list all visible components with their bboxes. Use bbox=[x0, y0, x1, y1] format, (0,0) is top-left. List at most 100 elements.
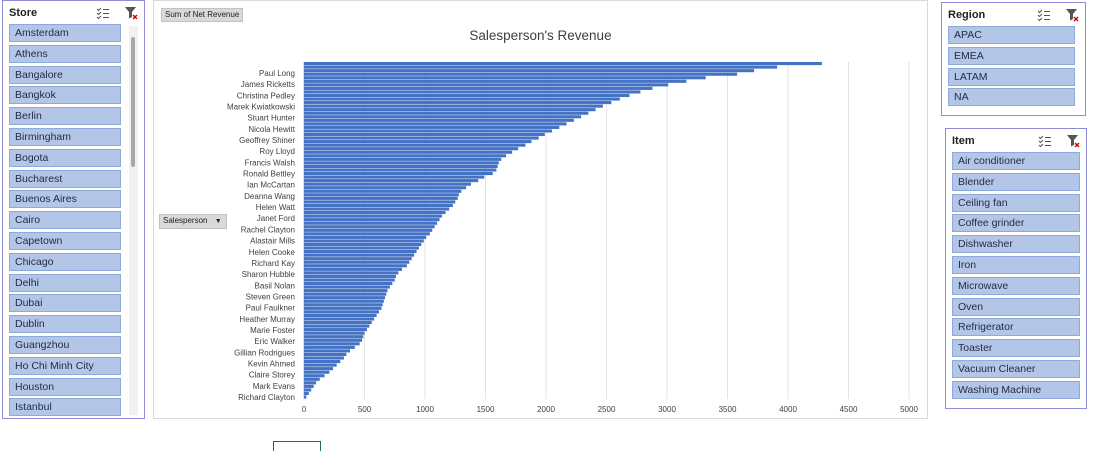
bar[interactable] bbox=[304, 370, 330, 374]
item-slicer-item[interactable]: Oven bbox=[952, 297, 1080, 316]
store-slicer-item[interactable]: Buenos Aires bbox=[9, 190, 121, 209]
bar[interactable] bbox=[304, 296, 386, 300]
bar[interactable] bbox=[304, 264, 407, 268]
dropdown-arrow-icon[interactable]: ▼ bbox=[214, 218, 222, 225]
bar[interactable] bbox=[304, 83, 669, 87]
bar[interactable] bbox=[304, 72, 738, 76]
multi-select-icon[interactable] bbox=[1038, 134, 1052, 148]
bar[interactable] bbox=[304, 388, 312, 392]
store-slicer-item[interactable]: Bangalore bbox=[9, 65, 121, 84]
store-slicer-item[interactable]: Houston bbox=[9, 377, 121, 396]
item-slicer-item[interactable]: Refrigerator bbox=[952, 318, 1080, 337]
bar[interactable] bbox=[304, 143, 526, 147]
bar[interactable] bbox=[304, 157, 502, 161]
bar[interactable] bbox=[304, 395, 307, 399]
bar[interactable] bbox=[304, 232, 430, 236]
bar[interactable] bbox=[304, 391, 309, 396]
bar[interactable] bbox=[304, 207, 450, 211]
bar[interactable] bbox=[304, 285, 390, 289]
bar[interactable] bbox=[304, 317, 375, 321]
store-slicer-item[interactable]: Chicago bbox=[9, 252, 121, 271]
salesperson-field-button[interactable]: Salesperson ▼ bbox=[159, 214, 227, 229]
bar[interactable] bbox=[304, 331, 365, 335]
store-slicer-item[interactable]: Capetown bbox=[9, 232, 121, 250]
item-slicer-item[interactable]: Air conditioner bbox=[952, 152, 1080, 170]
bar[interactable] bbox=[304, 306, 382, 310]
bar[interactable] bbox=[304, 104, 603, 108]
bar[interactable] bbox=[304, 225, 435, 229]
item-slicer-item[interactable]: Dishwasher bbox=[952, 235, 1080, 254]
bar[interactable] bbox=[304, 303, 383, 307]
store-slicer-item[interactable]: Dubai bbox=[9, 294, 121, 313]
item-slicer-item[interactable]: Toaster bbox=[952, 339, 1080, 358]
store-slicer-item[interactable]: Istanbul bbox=[9, 398, 121, 417]
bar[interactable] bbox=[304, 271, 399, 275]
store-slicer-item[interactable]: Bogota bbox=[9, 148, 121, 167]
bar[interactable] bbox=[304, 374, 325, 378]
store-slicer-item[interactable]: Delhi bbox=[9, 273, 121, 292]
selected-cell[interactable] bbox=[273, 441, 321, 451]
store-slicer-item[interactable]: Ho Chi Minh City bbox=[9, 356, 121, 375]
bar[interactable] bbox=[304, 122, 567, 126]
item-slicer-item[interactable]: Iron bbox=[952, 256, 1080, 274]
bar[interactable] bbox=[304, 235, 427, 239]
clear-filter-icon[interactable] bbox=[1066, 134, 1080, 148]
item-slicer-item[interactable]: Washing Machine bbox=[952, 380, 1080, 399]
bar[interactable] bbox=[304, 193, 459, 197]
bar[interactable] bbox=[304, 367, 334, 371]
bar[interactable] bbox=[304, 250, 417, 254]
region-slicer-item[interactable]: NA bbox=[948, 88, 1075, 107]
bar[interactable] bbox=[304, 377, 320, 381]
bar[interactable] bbox=[304, 345, 355, 349]
bar[interactable] bbox=[304, 356, 344, 360]
bar[interactable] bbox=[304, 352, 347, 356]
bar[interactable] bbox=[304, 299, 384, 303]
bar[interactable] bbox=[304, 335, 364, 339]
region-slicer-item[interactable]: APAC bbox=[948, 26, 1075, 44]
store-slicer-item[interactable]: Dublin bbox=[9, 315, 121, 334]
bar[interactable] bbox=[304, 289, 388, 293]
bar[interactable] bbox=[304, 108, 596, 112]
bar[interactable] bbox=[304, 267, 403, 271]
bar[interactable] bbox=[304, 274, 396, 278]
region-slicer-item[interactable]: LATAM bbox=[948, 67, 1075, 86]
bar[interactable] bbox=[304, 328, 367, 332]
bar[interactable] bbox=[304, 62, 822, 66]
bar[interactable] bbox=[304, 349, 350, 353]
bar[interactable] bbox=[304, 246, 419, 250]
bar[interactable] bbox=[304, 76, 706, 80]
bar[interactable] bbox=[304, 111, 589, 115]
bar[interactable] bbox=[304, 228, 433, 232]
bar[interactable] bbox=[304, 161, 499, 165]
bar[interactable] bbox=[304, 150, 513, 154]
clear-filter-icon[interactable] bbox=[124, 6, 138, 20]
item-slicer-item[interactable]: Microwave bbox=[952, 276, 1080, 295]
bar[interactable] bbox=[304, 147, 519, 151]
bar[interactable] bbox=[304, 118, 574, 122]
store-slicer-item[interactable]: Birmingham bbox=[9, 128, 121, 146]
bar[interactable] bbox=[304, 203, 453, 208]
bar[interactable] bbox=[304, 242, 422, 247]
store-slicer-item[interactable]: Cairo bbox=[9, 211, 121, 230]
store-slicer-scrollbar[interactable] bbox=[129, 26, 138, 415]
bar[interactable] bbox=[304, 196, 458, 200]
bar[interactable] bbox=[304, 363, 337, 367]
bar[interactable] bbox=[304, 164, 498, 168]
bar[interactable] bbox=[304, 221, 438, 225]
region-slicer-item[interactable]: EMEA bbox=[948, 46, 1075, 65]
bar[interactable] bbox=[304, 278, 395, 282]
store-slicer-item[interactable]: Bangkok bbox=[9, 86, 121, 105]
bar[interactable] bbox=[304, 154, 507, 158]
bar[interactable] bbox=[304, 214, 442, 218]
bar[interactable] bbox=[304, 171, 493, 176]
bar[interactable] bbox=[304, 253, 415, 257]
bar[interactable] bbox=[304, 281, 393, 286]
bar[interactable] bbox=[304, 182, 471, 186]
bar[interactable] bbox=[304, 313, 377, 317]
bar[interactable] bbox=[304, 125, 560, 129]
bar[interactable] bbox=[304, 200, 456, 204]
item-slicer-item[interactable]: Ceiling fan bbox=[952, 193, 1080, 212]
store-slicer-item[interactable]: Amsterdam bbox=[9, 24, 121, 42]
bar[interactable] bbox=[304, 86, 653, 90]
bar[interactable] bbox=[304, 292, 387, 296]
